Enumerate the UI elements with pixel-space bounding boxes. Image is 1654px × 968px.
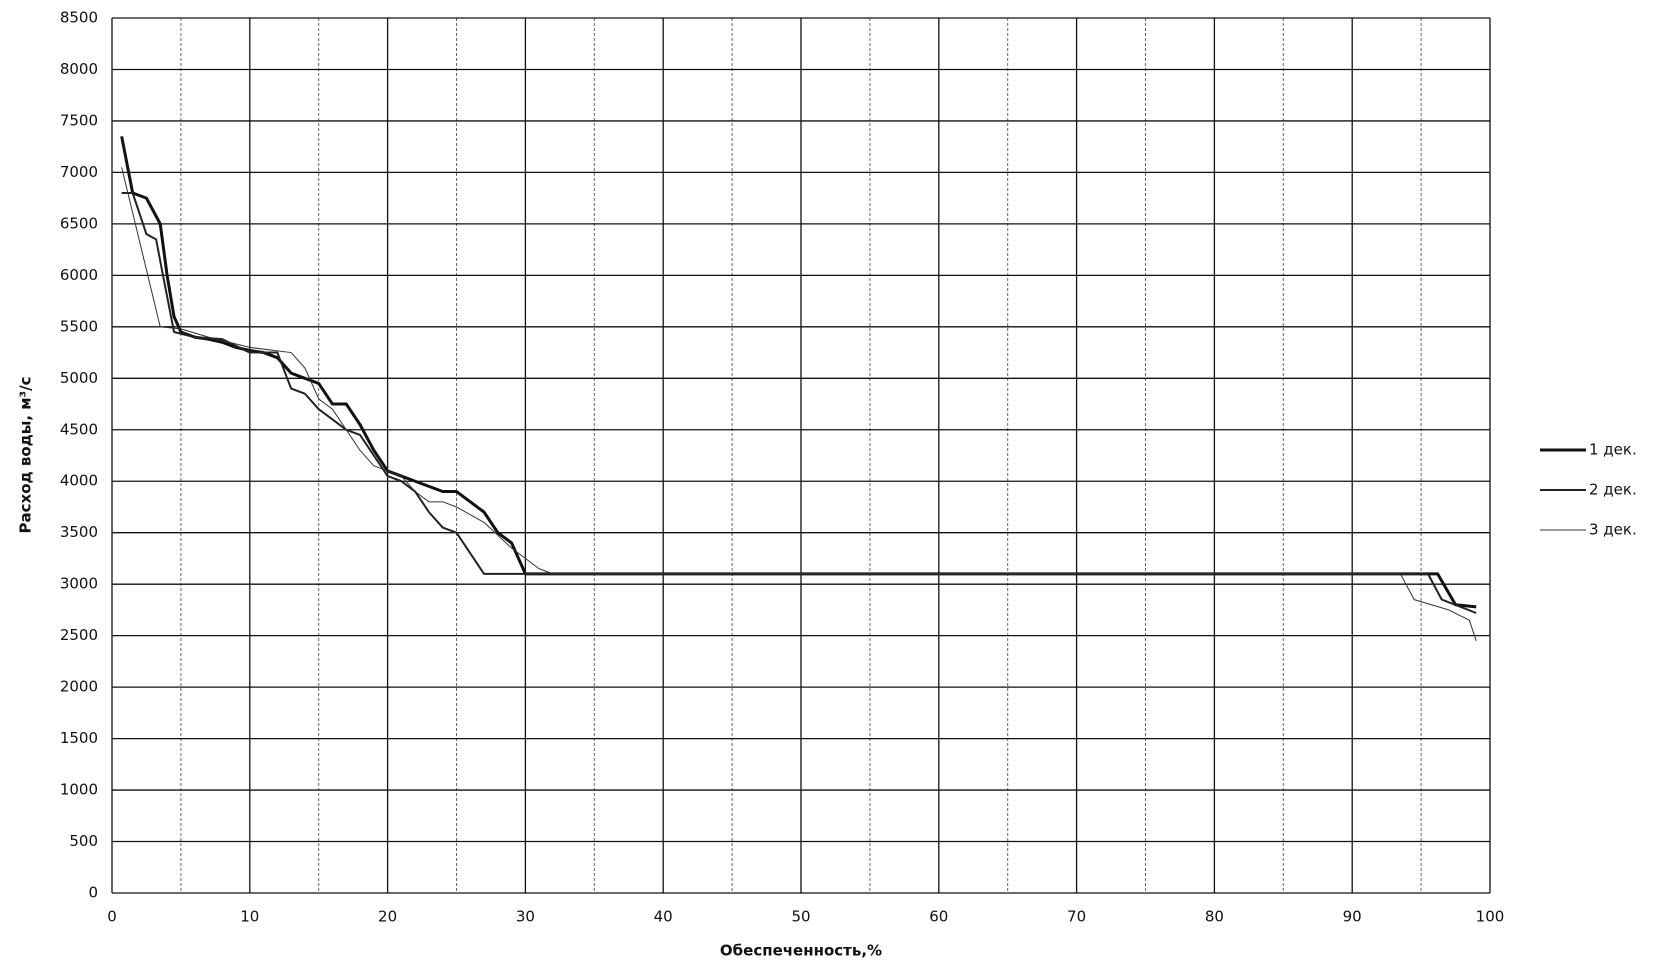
legend-label: 2 дек. <box>1589 481 1637 499</box>
y-tick-label: 5000 <box>60 369 98 387</box>
y-tick-label: 1000 <box>60 781 98 799</box>
legend-label: 3 дек. <box>1589 521 1637 539</box>
y-axis-title: Расход воды, м³/с <box>17 377 35 534</box>
y-tick-label: 8500 <box>60 9 98 27</box>
data-line <box>120 136 1477 609</box>
y-tick-label: 6000 <box>60 266 98 284</box>
y-tick-label: 0 <box>88 884 98 902</box>
x-tick-label: 100 <box>1476 908 1505 926</box>
x-tick-label: 10 <box>240 908 259 926</box>
y-tick-label: 3000 <box>60 575 98 593</box>
x-tick-label: 50 <box>791 908 810 926</box>
y-tick-label: 7500 <box>60 111 98 129</box>
x-tick-label: 60 <box>929 908 948 926</box>
y-tick-label: 4500 <box>60 420 98 438</box>
y-tick-label: 500 <box>69 832 98 850</box>
y-tick-label: 8000 <box>60 60 98 78</box>
y-tick-label: 1500 <box>60 729 98 747</box>
x-tick-label: 90 <box>1343 908 1362 926</box>
x-tick-label: 70 <box>1067 908 1086 926</box>
legend-label: 1 дек. <box>1589 441 1637 459</box>
x-axis-title: Обеспеченность,% <box>720 942 882 960</box>
y-tick-label: 4000 <box>60 472 98 490</box>
x-tick-label: 0 <box>107 908 117 926</box>
y-tick-label: 3500 <box>60 523 98 541</box>
y-tick-label: 5500 <box>60 317 98 335</box>
y-tick-label: 2000 <box>60 678 98 696</box>
y-tick-label: 2500 <box>60 626 98 644</box>
x-tick-label: 30 <box>516 908 535 926</box>
data-line <box>121 192 1477 614</box>
y-tick-label: 6500 <box>60 214 98 232</box>
x-tick-label: 40 <box>654 908 673 926</box>
y-tick-label: 7000 <box>60 163 98 181</box>
data-line <box>121 167 1477 641</box>
x-tick-label: 80 <box>1205 908 1224 926</box>
x-tick-label: 20 <box>378 908 397 926</box>
